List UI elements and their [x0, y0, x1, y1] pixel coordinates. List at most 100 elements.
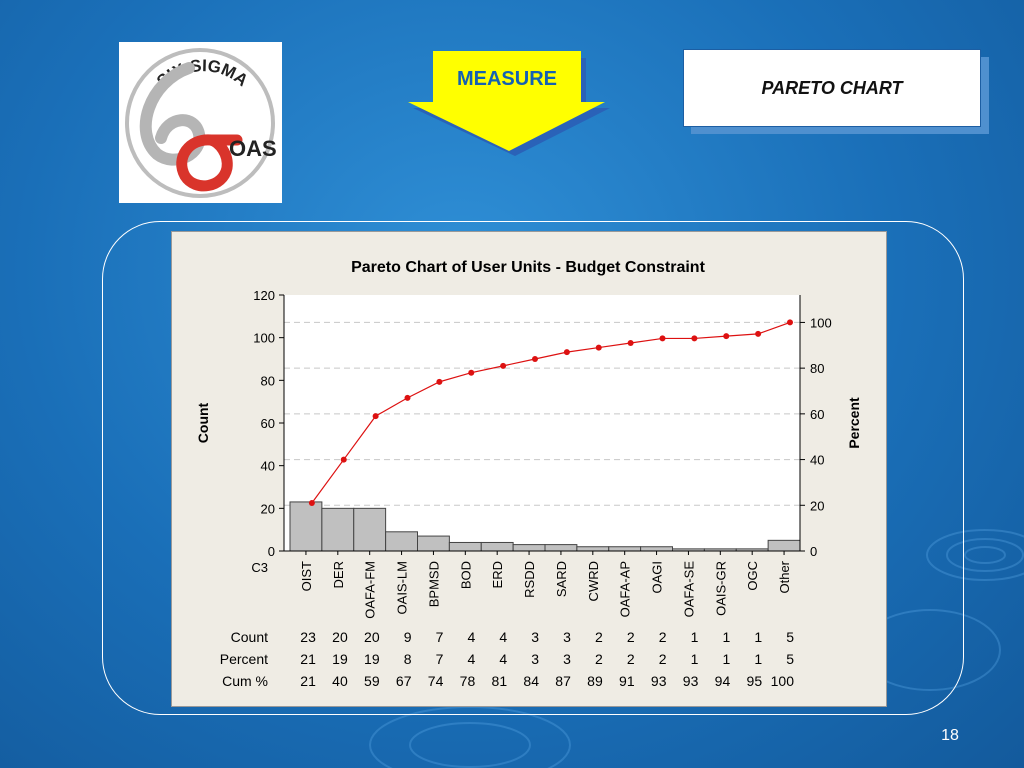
cum-point-other	[787, 319, 793, 326]
bar-oais-lm	[385, 531, 418, 552]
y-tick-label: 100	[253, 331, 275, 346]
x-tick-label: OAFA-FM	[363, 561, 378, 619]
y-tick-label: 0	[268, 544, 275, 559]
table-cell: 5	[786, 651, 794, 667]
table-cell: 59	[364, 673, 380, 689]
cum-point-oafa-ap	[627, 340, 634, 346]
measure-arrow	[408, 51, 610, 156]
bar-bod	[448, 541, 482, 552]
table-cell: 2	[627, 629, 635, 645]
table-cell: 3	[531, 651, 539, 667]
table-cell: 8	[404, 651, 412, 667]
measure-label: MEASURE	[456, 68, 557, 90]
table-cell: 91	[619, 673, 635, 689]
cum-point-der	[340, 456, 347, 463]
cum-point-oist	[308, 500, 315, 506]
bar-oafa-ap	[608, 546, 642, 552]
x-tick-label: OAIS-GR	[713, 561, 728, 616]
table-cell: 1	[691, 651, 699, 667]
y-tick-label: 80	[261, 373, 275, 388]
x-tick-label: OAFA-SE	[681, 561, 696, 618]
table-cell: 1	[722, 651, 730, 667]
bar-oafa-fm	[353, 507, 387, 552]
title-box: PARETO CHART	[683, 49, 981, 127]
table-cell: 1	[722, 629, 730, 645]
x-tick-label: OAGI	[650, 561, 665, 594]
content-frame	[102, 221, 964, 715]
table-cell: 2	[595, 651, 603, 667]
page-number: 18	[941, 727, 959, 744]
table-cell: 4	[467, 629, 475, 645]
table-cell: 4	[499, 651, 507, 667]
table-cell: 89	[587, 673, 603, 689]
table-cell: 81	[492, 673, 508, 689]
x-tick-label: Other	[777, 560, 792, 593]
table-cell: 40	[332, 673, 348, 689]
cum-point-bpmsd	[436, 378, 443, 385]
table-cell: 1	[691, 629, 699, 645]
table-cell: 78	[460, 673, 476, 689]
y-tick-label: 60	[261, 416, 275, 431]
bar-erd	[480, 541, 514, 552]
y2-tick-label: 20	[810, 498, 824, 513]
cum-point-rsdd	[532, 356, 538, 362]
y2-axis-label: Percent	[846, 397, 862, 449]
x-axis-label: C3	[251, 560, 268, 575]
x-tick-label: ERD	[490, 561, 505, 588]
table-cell: 7	[436, 629, 444, 645]
table-cell: 19	[364, 651, 380, 667]
x-tick-label: OIST	[299, 561, 314, 591]
table-row-label: Cum %	[222, 673, 268, 689]
y2-tick-label: 60	[810, 407, 824, 422]
bar-oagi	[640, 546, 673, 552]
table-cell: 95	[747, 673, 763, 689]
bar-sard	[544, 544, 578, 552]
y2-tick-label: 40	[810, 453, 824, 468]
table-cell: 2	[659, 629, 667, 645]
table-cell: 2	[627, 651, 635, 667]
table-cell: 1	[754, 629, 762, 645]
table-cell: 20	[332, 629, 348, 645]
cum-point-oafa-se	[691, 335, 698, 342]
x-tick-label: DER	[331, 561, 346, 588]
table-cell: 3	[563, 629, 571, 645]
cum-point-erd	[500, 362, 507, 369]
title-box-label: PARETO CHART	[761, 77, 903, 98]
y-tick-label: 20	[261, 501, 275, 516]
table-cell: 21	[300, 673, 316, 689]
table-row-label: Count	[231, 629, 268, 645]
table-cell: 9	[404, 629, 412, 645]
x-tick-label: OAFA-AP	[618, 561, 633, 617]
y-tick-label: 40	[261, 459, 275, 474]
x-tick-label: RSDD	[522, 561, 537, 598]
six-sigma-logo: SIX SIGMA OAS	[119, 42, 282, 203]
table-cell: 67	[396, 673, 412, 689]
y-tick-label: 120	[253, 288, 275, 303]
table-cell: 87	[555, 673, 571, 689]
table-cell: 84	[523, 673, 539, 689]
table-cell: 93	[683, 673, 699, 689]
table-cell: 94	[715, 673, 731, 689]
bar-der	[321, 507, 355, 552]
cum-point-cwrd	[595, 344, 602, 351]
table-cell: 74	[428, 673, 444, 689]
bar-oist	[289, 501, 323, 552]
table-cell: 5	[786, 629, 794, 645]
cumulative-line	[311, 321, 791, 504]
x-tick-label: OGC	[745, 561, 760, 591]
x-tick-label: BPMSD	[426, 561, 441, 607]
table-cell: 4	[499, 629, 507, 645]
table-cell: 7	[436, 651, 444, 667]
table-cell: 100	[771, 673, 795, 689]
cum-point-sard	[563, 349, 570, 356]
y2-tick-label: 0	[810, 544, 817, 559]
table-cell: 4	[467, 651, 475, 667]
cum-point-bod	[468, 369, 475, 376]
table-cell: 2	[659, 651, 667, 667]
bar-cwrd	[576, 546, 610, 552]
x-tick-label: OAIS-LM	[395, 561, 410, 614]
y2-tick-label: 100	[810, 315, 832, 330]
table-cell: 3	[531, 629, 539, 645]
logo-text-side: OAS	[229, 136, 277, 161]
